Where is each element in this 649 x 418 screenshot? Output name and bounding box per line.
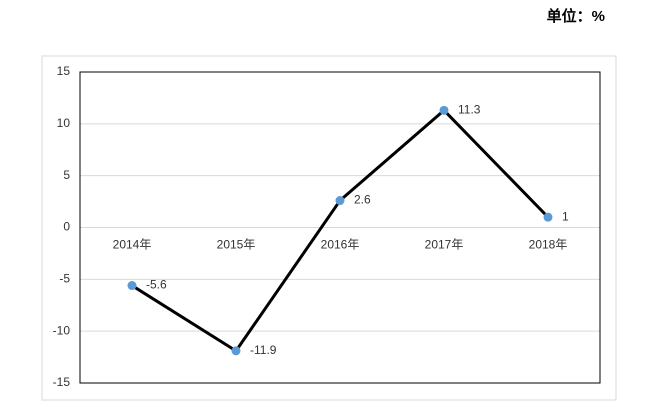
y-tick-label: 0	[63, 220, 70, 234]
y-tick-label: -5	[59, 272, 70, 286]
line-series	[131, 108, 550, 353]
x-tick-label: 2015年	[217, 238, 256, 252]
point	[231, 346, 241, 356]
point	[335, 196, 345, 206]
data-label: 1	[562, 209, 569, 223]
point	[439, 105, 449, 115]
x-tick-label: 2018年	[529, 238, 568, 252]
x-tick-label: 2017年	[425, 238, 464, 252]
unit-label: 单位：%	[547, 7, 605, 25]
data-label: -5.6	[146, 278, 167, 292]
y-tick-label: -15	[53, 375, 71, 389]
x-tick-label: 2016年	[321, 238, 360, 252]
y-tick-label: 5	[63, 168, 70, 182]
x-tick-label: 2014年	[113, 238, 152, 252]
plot-border	[79, 71, 601, 384]
chart-frame	[41, 55, 617, 401]
y-tick-label: -10	[53, 323, 71, 337]
y-tick-label: 15	[57, 64, 71, 78]
point	[543, 212, 553, 222]
data-label: 11.3	[458, 103, 481, 117]
y-tick-label: 10	[57, 116, 71, 130]
point	[127, 281, 137, 291]
data-label: -11.9	[250, 343, 277, 357]
data-label: 2.6	[354, 193, 371, 207]
